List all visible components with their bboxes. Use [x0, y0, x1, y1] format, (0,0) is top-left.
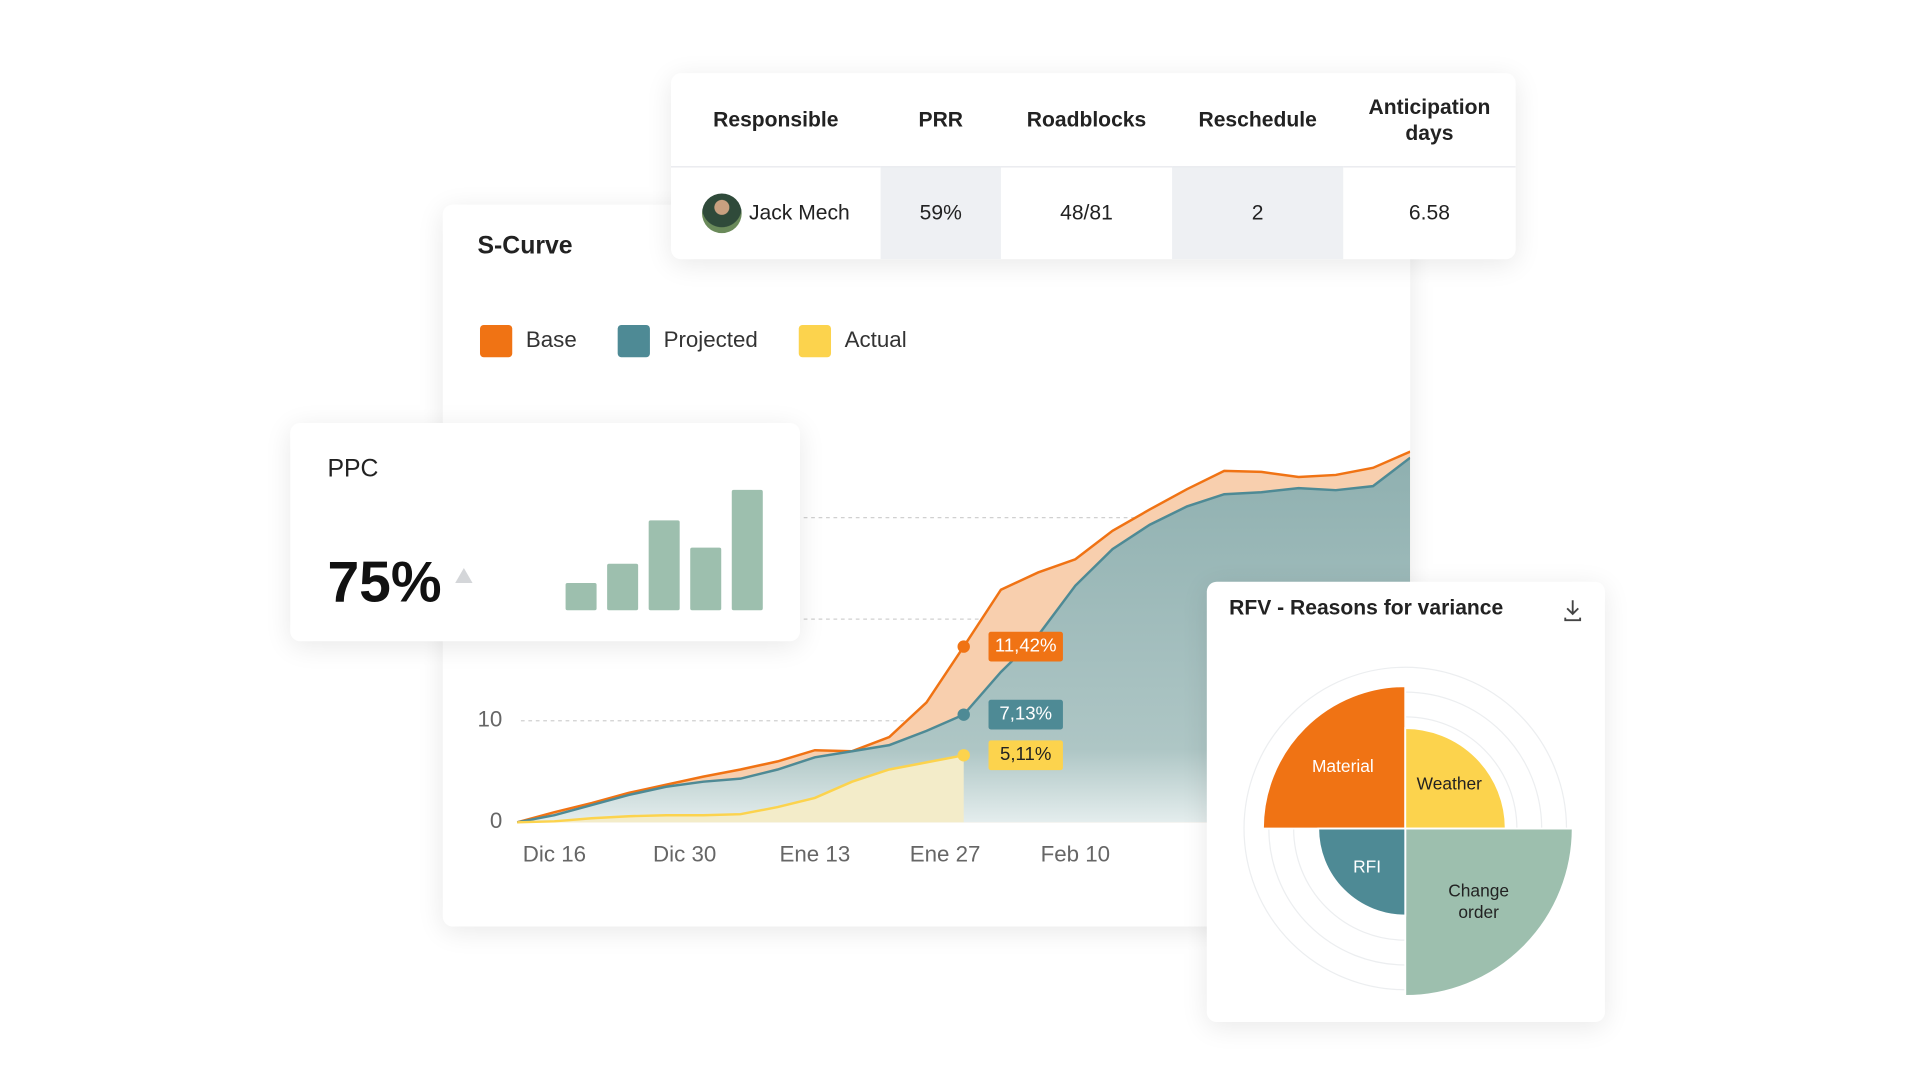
line: [517, 754, 964, 824]
trend-icon: [455, 568, 473, 583]
annotation-dot: [957, 708, 970, 721]
annotation-dot: [957, 749, 970, 762]
annotation-dot: [957, 640, 970, 653]
x-tick-label: Ene 13: [780, 842, 851, 867]
rfv-chart: RFV - Reasons for variance: [1229, 597, 1582, 997]
area: [517, 755, 964, 823]
ppc-headline: 75%: [327, 551, 441, 615]
download-button[interactable]: [1564, 600, 1582, 622]
legend-swatch: [798, 324, 832, 358]
table-cell: 59%: [880, 167, 1001, 260]
x-tick-label: Dic 30: [653, 842, 716, 867]
legend-label: Base: [526, 327, 577, 352]
table-header: PRR: [880, 73, 1001, 168]
legend-label: Actual: [845, 327, 907, 352]
avatar: [701, 193, 742, 234]
table-cell: 2: [1172, 167, 1344, 260]
area: [517, 457, 1411, 823]
table-card: Responsible PRR Roadblocks Reschedule Antici…: [671, 73, 1516, 260]
table-cell: 6.58: [1343, 167, 1515, 259]
annotation-label: 7,13%: [999, 703, 1052, 724]
cell-text: Jack Mech: [748, 200, 850, 225]
table-header: Responsible: [671, 73, 881, 168]
annotation-label: 5,11%: [1000, 743, 1051, 764]
table-cell: 48/81: [1001, 167, 1172, 259]
y-tick-label: 10: [477, 707, 502, 732]
legend-label: Projected: [664, 327, 758, 352]
cell-text: 6.58: [1408, 200, 1450, 225]
sector-label: Material: [1311, 755, 1374, 776]
table-cell: Jack Mech: [671, 167, 881, 259]
x-tick-label: Feb 10: [1041, 842, 1110, 867]
annotation-box: [988, 631, 1063, 662]
bar: [690, 547, 722, 611]
legend-swatch: [617, 324, 650, 358]
annotation-label: 11,42%: [995, 635, 1057, 656]
chart-title: S-Curve: [478, 232, 573, 259]
bar: [565, 582, 597, 611]
x-tick-label: Dic 16: [523, 842, 586, 867]
y-tick-label: 0: [490, 808, 502, 833]
rfv-card: RFV - Reasons for variance Material Weath…: [1206, 581, 1605, 1023]
polar-sector: [1262, 685, 1407, 830]
table: Responsible PRR Roadblocks Reschedule Antici…: [671, 73, 1516, 260]
polar-sector: [1404, 827, 1574, 997]
cell-text: 48/81: [1060, 200, 1113, 225]
sector-label: Change order: [1448, 880, 1510, 922]
rfv-title: RFV - Reasons for variance: [1229, 597, 1503, 620]
polar-sector: [1317, 827, 1407, 917]
ppc-card: PPC 75%: [290, 422, 800, 642]
table-header: Anticipation days: [1343, 73, 1516, 168]
sector-label: Weather: [1416, 773, 1482, 794]
bar: [607, 563, 639, 611]
annotation-box: [988, 740, 1063, 771]
cell-text: 2: [1251, 200, 1264, 225]
x-tick-label: Ene 27: [910, 842, 981, 867]
bar: [731, 489, 763, 611]
annotation-box: [988, 699, 1063, 730]
bar: [648, 520, 680, 611]
cell-text: 59%: [919, 200, 962, 225]
table-header: Reschedule: [1172, 73, 1344, 168]
sector-label: RFI: [1353, 856, 1382, 876]
table-header: Roadblocks: [1000, 73, 1173, 168]
ppc-title: PPC: [327, 456, 378, 483]
legend-swatch: [479, 324, 513, 358]
ppc-chart: PPC 75%: [327, 456, 763, 615]
polar-sector: [1404, 727, 1507, 830]
